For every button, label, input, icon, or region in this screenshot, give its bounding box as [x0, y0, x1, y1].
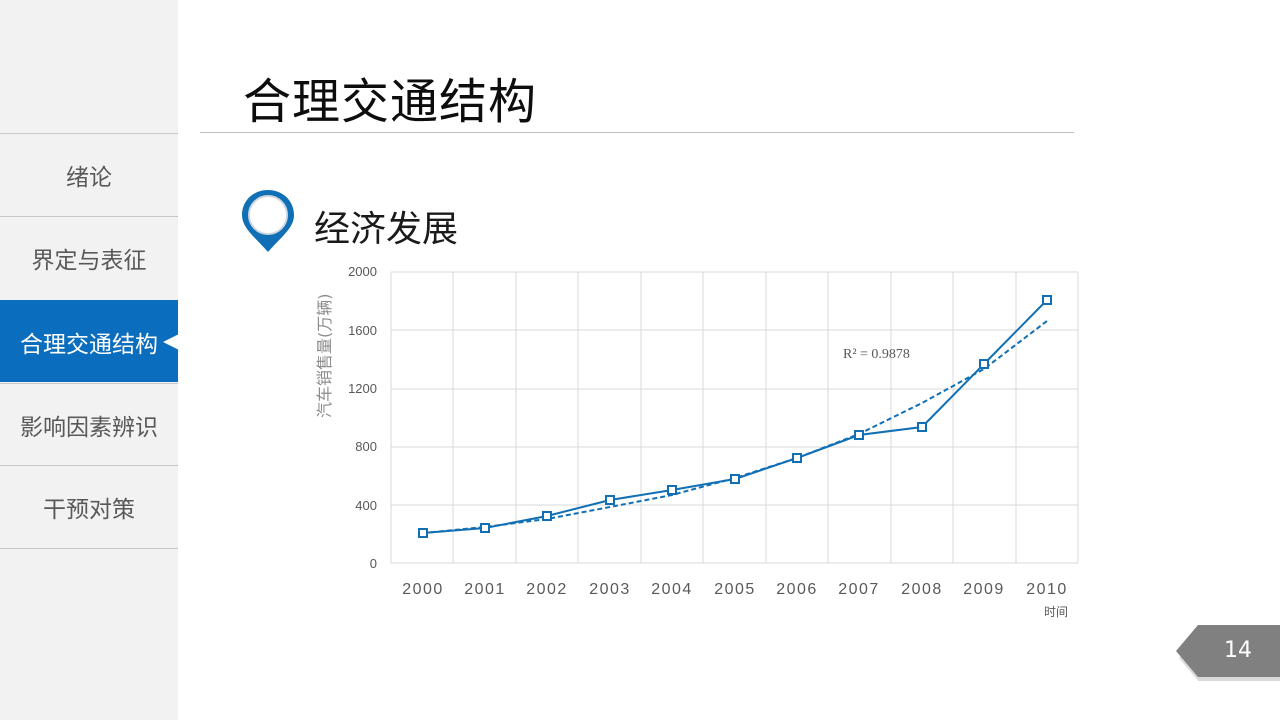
- svg-text:2004: 2004: [651, 581, 693, 598]
- y-axis-ticks: 2000 1600 1200 800 400 0: [348, 264, 377, 571]
- svg-text:2003: 2003: [589, 581, 631, 598]
- sidebar-item-label: 影响因素辨识: [20, 414, 158, 441]
- svg-text:1600: 1600: [348, 323, 377, 338]
- x-axis-label: 时间: [1044, 605, 1068, 619]
- active-pointer-icon: [163, 334, 179, 350]
- page-number: 14: [1224, 638, 1252, 663]
- sidebar-nav: 绪论 界定与表征 合理交通结构 影响因素辨识 干预对策: [0, 0, 179, 720]
- svg-text:2006: 2006: [776, 581, 818, 598]
- r-squared-annotation: R² = 0.9878: [843, 347, 910, 362]
- sidebar-item-label: 界定与表征: [31, 247, 147, 274]
- svg-text:2008: 2008: [901, 581, 943, 598]
- page-badge: [1176, 625, 1280, 681]
- sidebar-divider: [0, 548, 178, 549]
- sidebar-item-definition[interactable]: 界定与表征: [0, 216, 178, 298]
- svg-text:1200: 1200: [348, 381, 377, 396]
- svg-text:2009: 2009: [963, 581, 1005, 598]
- sidebar-item-factors[interactable]: 影响因素辨识: [0, 383, 178, 465]
- sidebar-item-intro[interactable]: 绪论: [0, 133, 178, 215]
- sidebar-item-traffic-structure[interactable]: 合理交通结构: [0, 300, 179, 382]
- svg-text:2005: 2005: [714, 581, 756, 598]
- y-axis-label: 汽车销售量(万辆): [315, 294, 334, 419]
- series-markers: [418, 295, 1052, 538]
- svg-text:2000: 2000: [402, 581, 444, 598]
- svg-text:400: 400: [355, 498, 377, 513]
- chart-grid: [390, 271, 1079, 564]
- sidebar-item-countermeasures[interactable]: 干预对策: [0, 465, 178, 547]
- svg-text:2007: 2007: [838, 581, 880, 598]
- sidebar-item-label: 合理交通结构: [20, 331, 158, 358]
- svg-text:2002: 2002: [526, 581, 568, 598]
- svg-text:2001: 2001: [464, 581, 506, 598]
- svg-text:2000: 2000: [348, 264, 377, 279]
- x-axis-ticks: 2000 2001 2002 2003 2004 2005 2006 2007 …: [402, 581, 1068, 598]
- sidebar-item-label: 绪论: [66, 164, 112, 191]
- svg-text:800: 800: [355, 439, 377, 454]
- title-divider: [200, 132, 1074, 133]
- map-pin-icon: [242, 190, 294, 252]
- section-title: 经济发展: [314, 209, 459, 250]
- sidebar-item-label: 干预对策: [43, 496, 135, 523]
- svg-text:2010: 2010: [1026, 581, 1068, 598]
- page-title: 合理交通结构: [243, 74, 538, 130]
- svg-text:0: 0: [370, 556, 377, 571]
